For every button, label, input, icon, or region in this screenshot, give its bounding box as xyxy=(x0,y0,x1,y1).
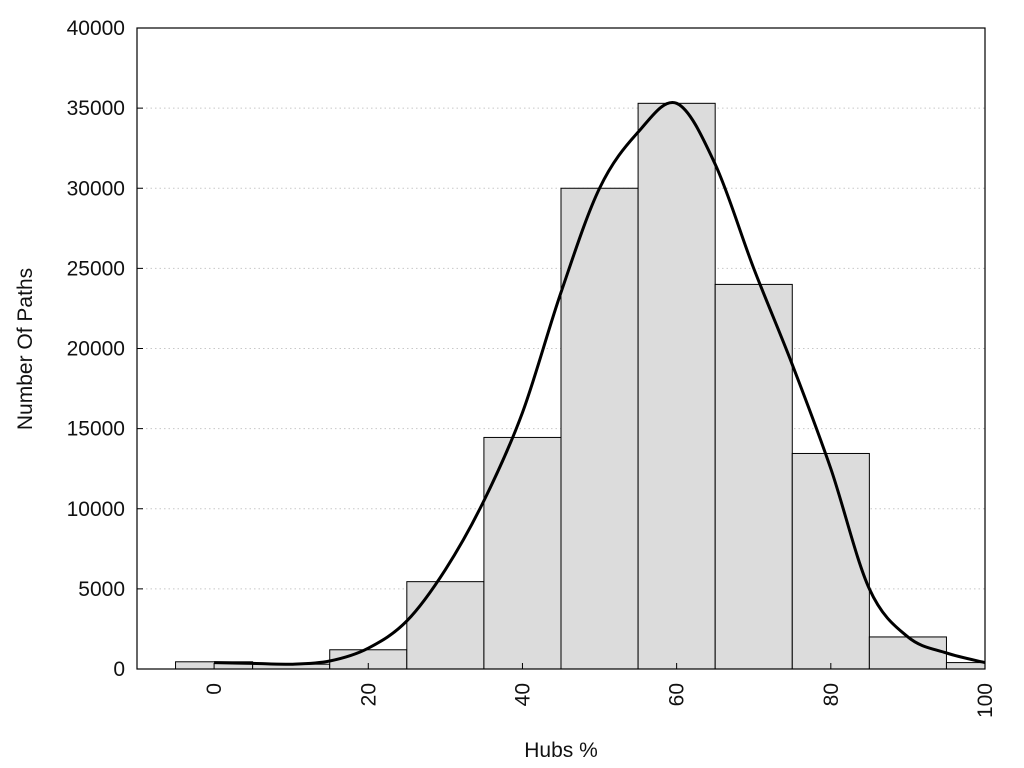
x-tick-label: 0 xyxy=(203,683,226,695)
histogram-bar xyxy=(868,636,947,670)
histogram-bar xyxy=(483,436,562,670)
y-tick-label: 15000 xyxy=(67,418,125,441)
density-curve xyxy=(214,100,986,666)
y-tick-label: 25000 xyxy=(67,257,125,280)
x-axis: 0 20 40 60 80 100 xyxy=(203,663,997,718)
x-tick-label: 100 xyxy=(974,683,997,718)
y-tick-label: 35000 xyxy=(67,97,125,120)
x-tick-label: 40 xyxy=(511,683,534,706)
histogram-bar xyxy=(714,283,793,670)
histogram-bar xyxy=(945,662,986,670)
density-curve-line xyxy=(214,100,986,666)
bars xyxy=(175,102,986,670)
y-tick-label: 30000 xyxy=(67,177,125,200)
x-axis-label: Hubs % xyxy=(524,739,598,762)
histogram-bar xyxy=(791,452,870,670)
histogram-bar xyxy=(406,581,485,670)
y-tick-label: 10000 xyxy=(67,498,125,521)
y-tick-label: 40000 xyxy=(67,17,125,40)
y-axis-label: Number Of Paths xyxy=(14,268,37,430)
x-tick-label: 80 xyxy=(820,683,843,706)
x-tick-label: 60 xyxy=(666,683,689,706)
histogram-bar xyxy=(560,187,639,670)
histogram-bar xyxy=(637,102,716,670)
y-tick-label: 20000 xyxy=(67,338,125,361)
y-axis: 0 5000 10000 15000 20000 25000 30000 35000 40000 xyxy=(67,17,143,681)
x-tick-label: 20 xyxy=(357,683,380,706)
y-tick-label: 0 xyxy=(113,658,125,681)
y-tick-label: 5000 xyxy=(78,578,125,601)
